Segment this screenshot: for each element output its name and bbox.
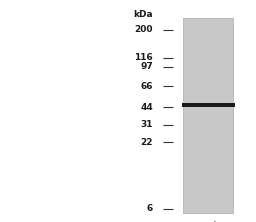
Text: 66: 66 (141, 82, 153, 91)
Text: kDa: kDa (133, 10, 153, 19)
Text: 116: 116 (134, 53, 153, 62)
Text: MCF-7: MCF-7 (206, 220, 228, 222)
Text: 97: 97 (140, 62, 153, 71)
Text: 31: 31 (141, 120, 153, 129)
Text: 200: 200 (135, 26, 153, 34)
Text: 6: 6 (147, 204, 153, 213)
Bar (182, 103, 234, 107)
Text: 44: 44 (140, 103, 153, 112)
Bar (183, 18, 233, 213)
Text: 22: 22 (141, 138, 153, 147)
